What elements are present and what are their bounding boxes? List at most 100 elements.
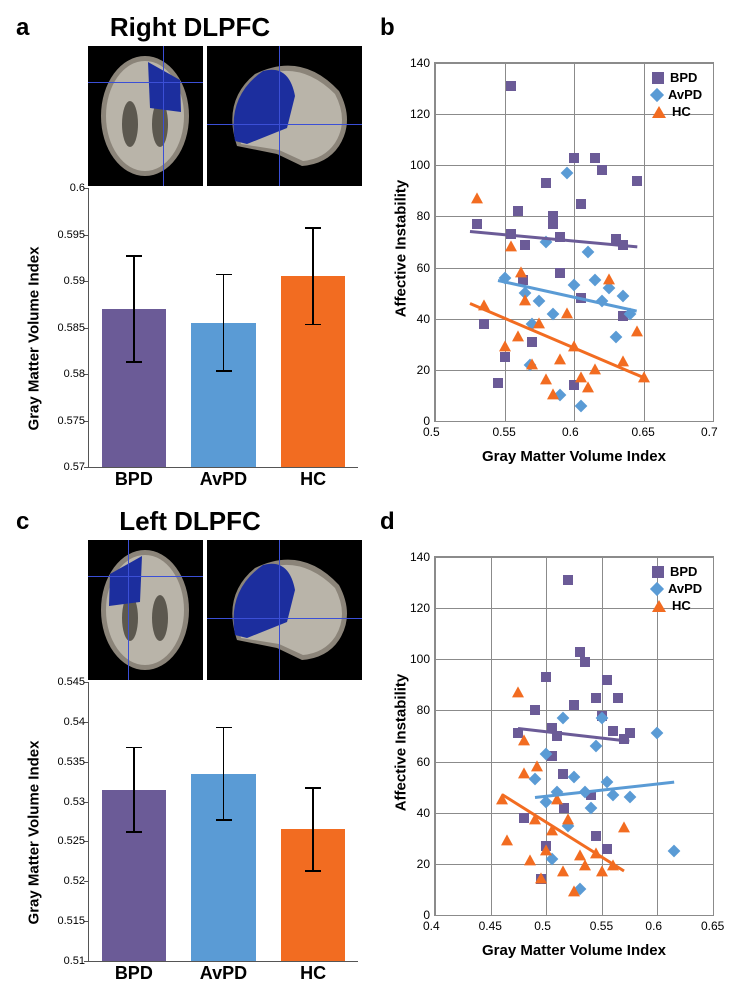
ytick-label: 0.52 <box>64 875 89 887</box>
xtick-label: 0.45 <box>479 915 502 933</box>
diamond-icon <box>650 581 664 595</box>
point-bpd <box>580 657 590 667</box>
scatter-b-xlabel: Gray Matter Volume Index <box>434 448 714 465</box>
point-bpd <box>530 705 540 715</box>
ytick-label: 140 <box>410 550 435 564</box>
point-hc <box>533 317 545 328</box>
ytick-label: 0.57 <box>64 461 89 473</box>
brain-sagittal-svg-a <box>207 46 362 186</box>
point-hc <box>505 241 517 252</box>
ytick-label: 40 <box>417 312 435 326</box>
ytick-label: 0.545 <box>57 676 89 688</box>
bar-chart-a: 0.570.5750.580.5850.590.5950.6BPDAvPDHC <box>88 188 358 468</box>
point-hc <box>568 885 580 896</box>
xtick-label: 0.4 <box>423 915 440 933</box>
point-hc <box>518 735 530 746</box>
panel-title-c: Left DLPFC <box>10 506 370 537</box>
ytick-label: 40 <box>417 806 435 820</box>
bar-a-ylabel: Gray Matter Volume Index <box>25 247 42 431</box>
point-bpd <box>506 81 516 91</box>
legend-b-bpd-label: BPD <box>670 70 697 85</box>
point-bpd <box>519 813 529 823</box>
category-label: HC <box>268 961 358 984</box>
point-bpd <box>520 240 530 250</box>
square-icon <box>652 72 664 84</box>
ytick-label: 0.525 <box>57 835 89 847</box>
point-hc <box>618 821 630 832</box>
ytick-label: 0.58 <box>64 368 89 380</box>
scatter-b-ylabel: Affective Instability <box>392 180 409 318</box>
brain-sagittal-c <box>207 540 362 680</box>
scatter-d-ylabel: Affective Instability <box>392 674 409 812</box>
point-hc <box>603 274 615 285</box>
ytick-label: 0.59 <box>64 275 89 287</box>
ytick-label: 0.595 <box>57 229 89 241</box>
legend-d-avpd: AvPD <box>652 581 702 596</box>
panel-title-a: Right DLPFC <box>10 12 370 43</box>
category-label: AvPD <box>179 961 269 984</box>
ytick-label: 20 <box>417 363 435 377</box>
point-avpd <box>668 845 681 858</box>
ytick-label: 60 <box>417 261 435 275</box>
point-avpd <box>588 274 601 287</box>
point-bpd <box>575 647 585 657</box>
brain-insets-c <box>88 540 362 680</box>
point-hc <box>519 294 531 305</box>
legend-d-bpd: BPD <box>652 564 702 579</box>
point-bpd <box>563 575 573 585</box>
point-bpd <box>569 153 579 163</box>
xtick-label: 0.5 <box>534 915 551 933</box>
point-avpd <box>575 399 588 412</box>
panel-c: c Left DLPFC <box>10 504 370 994</box>
ytick-label: 0.575 <box>57 415 89 427</box>
xtick-label: 0.6 <box>645 915 662 933</box>
point-hc <box>518 768 530 779</box>
point-hc <box>540 373 552 384</box>
point-bpd <box>590 153 600 163</box>
ytick-label: 0.6 <box>70 182 89 194</box>
legend-d: BPD AvPD HC <box>652 564 702 615</box>
legend-b-hc-label: HC <box>672 104 691 119</box>
category-label: BPD <box>89 961 179 984</box>
legend-b-avpd: AvPD <box>652 87 702 102</box>
ytick-label: 0.535 <box>57 756 89 768</box>
point-bpd <box>613 693 623 703</box>
point-avpd <box>529 773 542 786</box>
point-bpd <box>625 728 635 738</box>
bar-c-ylabel: Gray Matter Volume Index <box>25 741 42 925</box>
point-hc <box>579 860 591 871</box>
xtick-label: 0.5 <box>423 421 440 439</box>
point-avpd <box>616 289 629 302</box>
point-avpd <box>561 167 574 180</box>
triangle-icon <box>652 600 666 612</box>
point-avpd <box>651 727 664 740</box>
point-bpd <box>569 700 579 710</box>
point-hc <box>531 760 543 771</box>
brain-axial-svg-c <box>88 540 203 680</box>
panel-label-b: b <box>380 14 395 42</box>
square-icon <box>652 566 664 578</box>
ytick-label: 20 <box>417 857 435 871</box>
point-hc <box>540 844 552 855</box>
xtick-label: 0.65 <box>632 421 655 439</box>
point-hc <box>512 330 524 341</box>
point-avpd <box>568 771 581 784</box>
brain-axial-svg-a <box>88 46 203 186</box>
point-bpd <box>479 319 489 329</box>
point-hc <box>499 340 511 351</box>
bar-chart-c: 0.510.5150.520.5250.530.5350.540.545BPDA… <box>88 682 358 962</box>
xtick-label: 0.55 <box>493 421 516 439</box>
legend-b-hc: HC <box>652 104 702 119</box>
panel-b: b Affective Instability 0204060801001201… <box>374 10 734 500</box>
point-bpd <box>548 219 558 229</box>
ytick-label: 0.53 <box>64 796 89 808</box>
ytick-label: 0.54 <box>64 716 89 728</box>
point-bpd <box>576 199 586 209</box>
point-bpd <box>555 268 565 278</box>
point-avpd <box>623 791 636 804</box>
category-label: AvPD <box>179 467 269 490</box>
ytick-label: 80 <box>417 703 435 717</box>
point-hc <box>631 325 643 336</box>
panel-d: d Affective Instability 0204060801001201… <box>374 504 734 994</box>
point-bpd <box>591 693 601 703</box>
